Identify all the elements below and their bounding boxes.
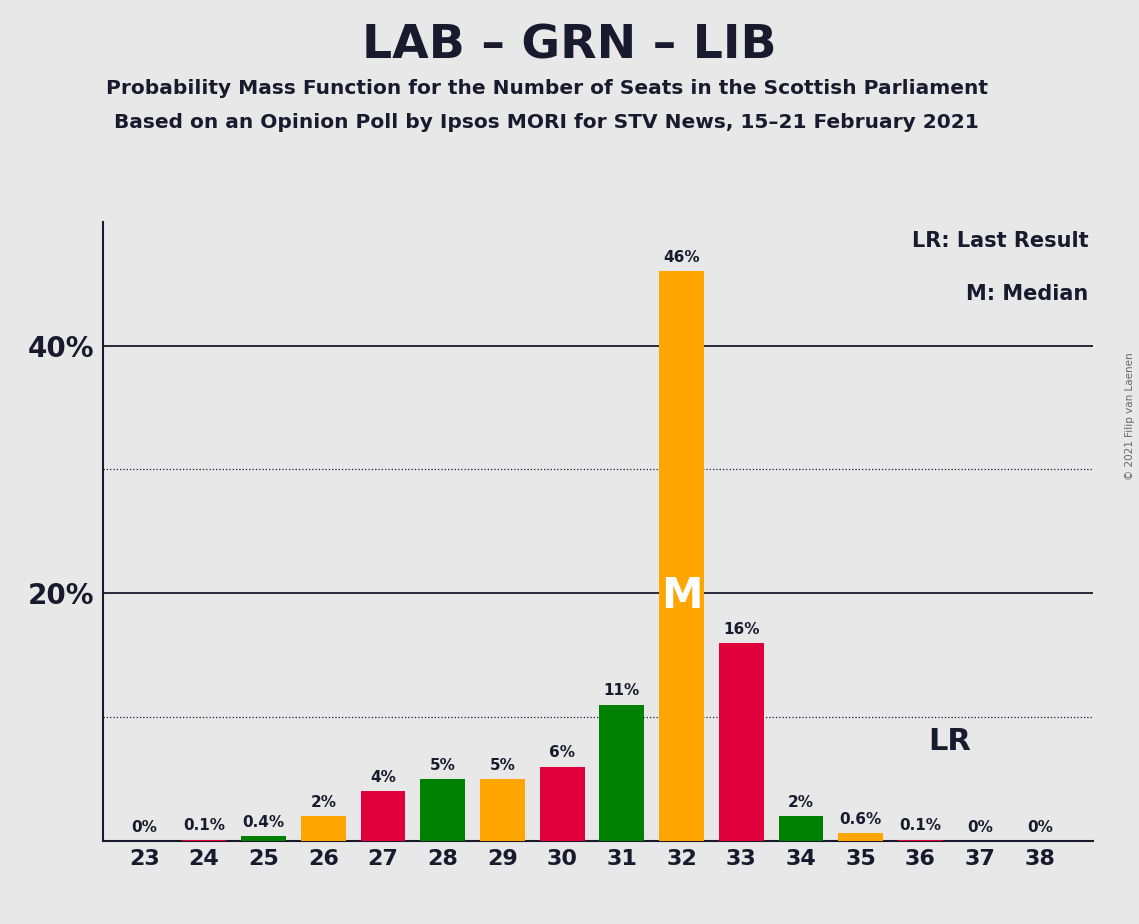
Text: Probability Mass Function for the Number of Seats in the Scottish Parliament: Probability Mass Function for the Number… (106, 79, 988, 98)
Bar (181, 840, 227, 841)
Bar (779, 816, 823, 841)
Text: Based on an Opinion Poll by Ipsos MORI for STV News, 15–21 February 2021: Based on an Opinion Poll by Ipsos MORI f… (114, 113, 980, 132)
Bar (659, 272, 704, 841)
Text: 0.1%: 0.1% (900, 819, 941, 833)
Bar (361, 791, 405, 841)
Bar (480, 779, 525, 841)
Text: 0.6%: 0.6% (839, 812, 882, 827)
Text: 5%: 5% (490, 758, 516, 772)
Text: LR: Last Result: LR: Last Result (912, 231, 1089, 251)
Text: M: M (661, 575, 703, 617)
Text: 4%: 4% (370, 770, 396, 785)
Text: 5%: 5% (429, 758, 456, 772)
Bar (719, 643, 763, 841)
Text: 11%: 11% (604, 684, 640, 699)
Text: 46%: 46% (663, 250, 699, 265)
Text: LR: LR (928, 727, 972, 756)
Bar (898, 840, 943, 841)
Text: 2%: 2% (311, 795, 336, 809)
Text: 0%: 0% (131, 820, 157, 834)
Text: 0.1%: 0.1% (183, 819, 226, 833)
Text: M: Median: M: Median (966, 284, 1089, 304)
Bar (599, 705, 645, 841)
Text: 0%: 0% (1026, 820, 1052, 834)
Text: 2%: 2% (788, 795, 814, 809)
Text: 16%: 16% (723, 622, 760, 637)
Text: 0.4%: 0.4% (243, 815, 285, 830)
Text: LAB – GRN – LIB: LAB – GRN – LIB (362, 23, 777, 68)
Bar (540, 767, 584, 841)
Bar (301, 816, 346, 841)
Text: © 2021 Filip van Laenen: © 2021 Filip van Laenen (1125, 352, 1134, 480)
Text: 6%: 6% (549, 746, 575, 760)
Text: 0%: 0% (967, 820, 993, 834)
Bar (838, 833, 883, 841)
Bar (420, 779, 465, 841)
Bar (241, 836, 286, 841)
